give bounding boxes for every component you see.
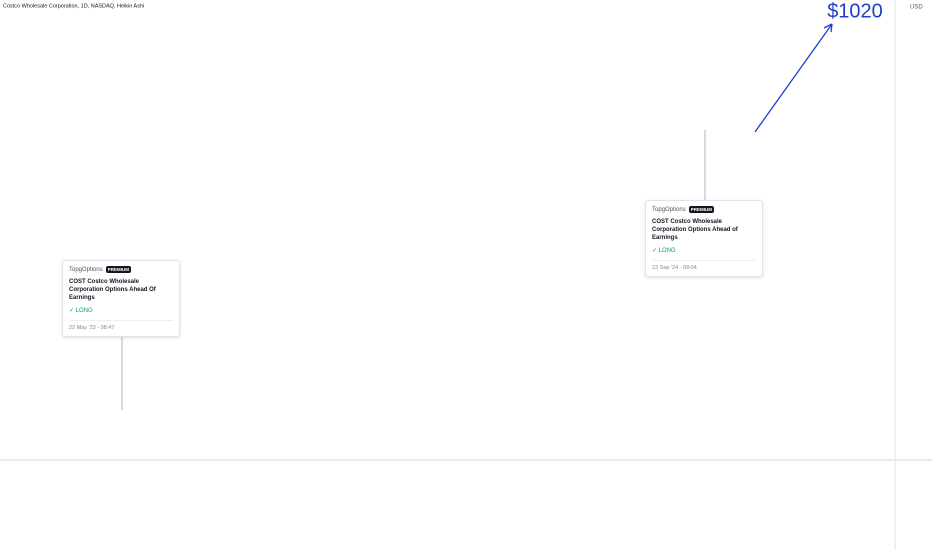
signal: ✓ LONG <box>652 248 676 254</box>
signal: ✓ LONG <box>69 308 93 314</box>
card-title: COST Costco Wholesale Corporation Option… <box>69 279 156 301</box>
chart-title: Costco Wholesale Corporation, 1D, NASDAQ… <box>3 3 144 9</box>
target-label: $1020 <box>827 0 883 22</box>
brand: TopgOptions <box>652 206 686 213</box>
timestamp: 22 May '23 - 08:47 <box>69 320 173 331</box>
idea-card[interactable]: TopgOptions PREMIUM COST Costco Wholesale… <box>645 200 763 277</box>
target-arrow <box>754 23 833 133</box>
card-title: COST Costco Wholesale Corporation Option… <box>652 219 738 241</box>
brand: TopgOptions <box>69 266 103 273</box>
currency: USD <box>910 5 923 11</box>
badge: PREMIUM <box>688 206 714 213</box>
timestamp: 23 Sep '24 - 09:04 <box>652 260 756 271</box>
arrow-head <box>823 23 833 33</box>
badge: PREMIUM <box>105 266 131 273</box>
idea-card[interactable]: TopgOptions PREMIUM COST Costco Wholesale… <box>62 260 180 337</box>
